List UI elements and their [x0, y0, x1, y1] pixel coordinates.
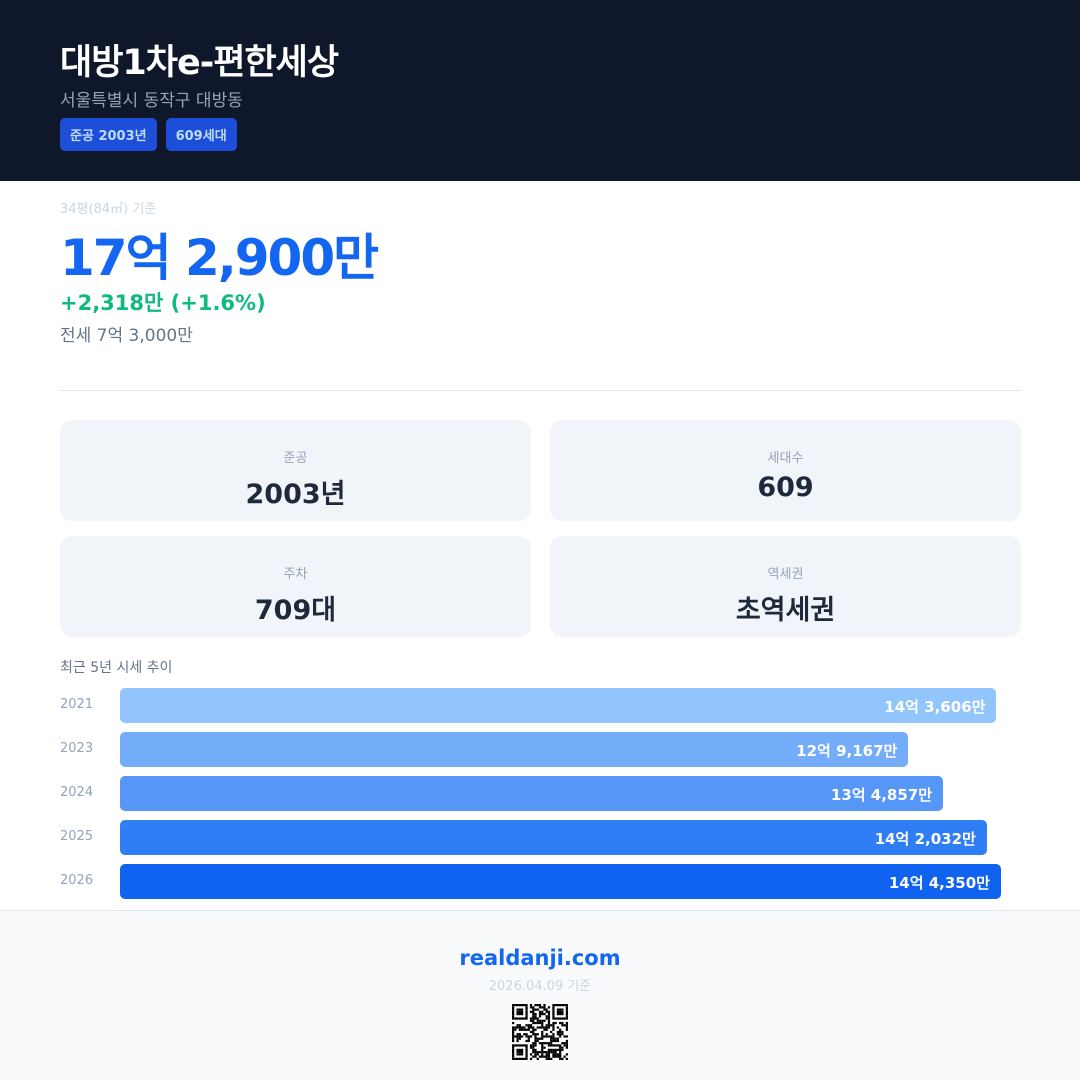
sale-price: 17억 2,900만	[60, 229, 379, 287]
card-households: 세대수 609	[550, 420, 1021, 521]
card-built-year: 준공 2003년	[60, 420, 531, 521]
bar: 12억 9,167만	[120, 732, 909, 767]
bar-value-label: 14억 4,350만	[888, 874, 990, 892]
year-label: 2024	[60, 785, 94, 800]
card-value: 709대	[254, 595, 337, 626]
bar-row: 2021 14억 3,606만	[60, 688, 1020, 723]
bar-value-label: 14억 3,606만	[884, 698, 986, 716]
card-label: 준공	[283, 451, 308, 466]
price-basis: 34평(84㎡) 기준	[60, 202, 157, 217]
card-label: 주차	[283, 567, 308, 582]
data-date: 2026.04.09 기준	[488, 979, 592, 994]
bar-row: 2026 14억 4,350만	[60, 864, 1020, 899]
divider	[60, 390, 1021, 391]
qr-code-icon	[512, 1004, 568, 1060]
badge-households: 609세대	[165, 118, 237, 151]
card-station: 역세권 초역세권	[550, 536, 1021, 637]
card-label: 세대수	[767, 451, 804, 466]
site-link[interactable]: realdanji.com	[459, 946, 621, 970]
bar-value-label: 13억 4,857만	[830, 786, 933, 804]
year-label: 2021	[60, 697, 94, 712]
card-parking: 주차 709대	[60, 536, 531, 637]
bar: 14억 3,606만	[120, 688, 997, 723]
chart-title: 최근 5년 시세 추이	[60, 660, 173, 676]
bar-row: 2025 14억 2,032만	[60, 820, 1020, 855]
badges: 준공 2003년 609세대	[60, 118, 237, 151]
card-label: 역세권	[767, 567, 804, 582]
bar: 13억 4,857만	[120, 776, 944, 811]
complex-title: 대방1차e-편한세상	[60, 43, 339, 83]
year-label: 2025	[60, 829, 94, 844]
bar: 14억 2,032만	[120, 820, 987, 855]
bar-row: 2024 13억 4,857만	[60, 776, 1020, 811]
card-value: 2003년	[245, 479, 346, 510]
card-value: 초역세권	[735, 595, 836, 626]
footer: realdanji.com 2026.04.09 기준	[0, 910, 1080, 1080]
address: 서울특별시 동작구 대방동	[60, 91, 243, 111]
badge-built-year: 준공 2003년	[60, 118, 157, 151]
jeonse-price: 전세 7억 3,000만	[60, 326, 193, 346]
price-change: +2,318만 (+1.6%)	[60, 291, 266, 315]
bar-value-label: 14억 2,032만	[874, 830, 976, 848]
bar-value-label: 12억 9,167만	[796, 742, 898, 760]
bar: 14억 4,350만	[120, 864, 1001, 899]
header: 대방1차e-편한세상 서울특별시 동작구 대방동 준공 2003년 609세대	[0, 0, 1080, 181]
year-label: 2026	[60, 873, 94, 888]
year-label: 2023	[60, 741, 94, 756]
card-value: 609	[757, 472, 814, 503]
bar-row: 2023 12억 9,167만	[60, 732, 1020, 767]
